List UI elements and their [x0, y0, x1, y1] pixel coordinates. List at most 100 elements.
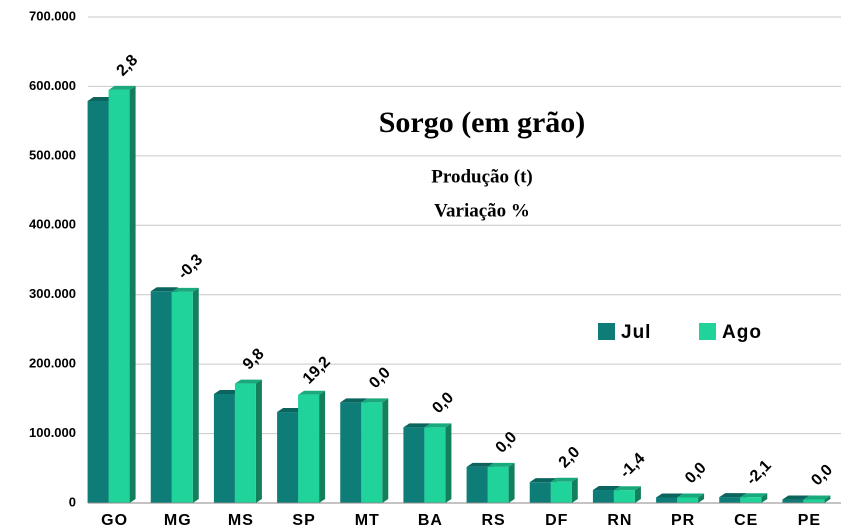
value-label: 0,0: [808, 461, 836, 489]
bar-face: [277, 412, 299, 503]
bar: [108, 85, 136, 504]
x-tick-label: CE: [734, 512, 758, 529]
bar-face: [782, 499, 804, 503]
bar-face: [592, 490, 614, 503]
value-label: -0,3: [175, 251, 207, 283]
value-label: -2,1: [743, 457, 775, 489]
y-tick-label: 400.000: [29, 217, 76, 232]
value-label: 0,0: [429, 389, 457, 417]
bar-face: [424, 427, 446, 503]
bar-face: [213, 393, 235, 503]
bar-face: [508, 462, 515, 503]
y-tick-label: 500.000: [29, 147, 76, 162]
bar-face: [403, 427, 425, 503]
y-tick-label: 100.000: [29, 425, 76, 440]
bar-face: [277, 408, 305, 413]
bar-face: [361, 402, 383, 503]
bar-face: [361, 398, 389, 403]
x-tick-label: PE: [798, 512, 821, 529]
bar-face: [571, 477, 578, 503]
x-tick-label: RN: [607, 512, 632, 529]
bar-face: [677, 497, 699, 503]
chart-subtitle: Variação %: [434, 200, 530, 221]
bar-face: [382, 398, 389, 503]
bar-face: [87, 97, 115, 102]
bar-face: [319, 390, 326, 503]
bar-face: [466, 462, 494, 467]
bar-face: [487, 466, 509, 503]
bar-face: [192, 287, 199, 503]
bar-face: [529, 482, 551, 503]
x-tick-label: GO: [101, 512, 128, 529]
bar-face: [677, 493, 705, 498]
bar-face: [740, 493, 768, 498]
value-label: 0,0: [682, 459, 710, 487]
legend-label: Jul: [621, 322, 651, 343]
bar: [234, 379, 262, 503]
bar-face: [255, 379, 262, 503]
y-tick-label: 300.000: [29, 286, 76, 301]
x-tick-label: DF: [545, 512, 568, 529]
bar-face: [424, 423, 452, 428]
bar: [677, 493, 705, 503]
bar-face: [445, 423, 452, 503]
bar-face: [340, 402, 362, 503]
bar-face: [108, 85, 136, 90]
bar-face: [171, 291, 193, 503]
bar-face: [719, 493, 747, 498]
bar-face: [824, 495, 831, 503]
bar-face: [550, 477, 578, 482]
value-label: -1,4: [617, 450, 649, 482]
value-label: 2,8: [114, 52, 142, 80]
bar: [487, 462, 515, 503]
legend-label: Ago: [722, 322, 762, 343]
bar: [550, 477, 578, 503]
y-tick-label: 600.000: [29, 78, 76, 93]
value-label: 2,0: [556, 444, 584, 472]
value-label: 9,8: [240, 345, 268, 373]
value-label: 0,0: [493, 429, 521, 457]
bar-face: [740, 497, 762, 503]
bar-face: [613, 490, 635, 503]
bar-face: [150, 291, 172, 503]
bar-face: [108, 89, 130, 504]
bar-face: [698, 493, 705, 503]
bar-face: [529, 478, 557, 483]
bar-face: [171, 287, 199, 292]
x-tick-label: MG: [164, 512, 192, 529]
chart-title: Sorgo (em grão): [379, 106, 586, 139]
bar: [361, 398, 389, 503]
bar-face: [129, 85, 136, 504]
bar-face: [234, 379, 262, 384]
value-label: 19,2: [300, 353, 334, 387]
bar: [613, 486, 641, 503]
legend-swatch: [598, 323, 615, 340]
bar: [803, 495, 831, 503]
bar-face: [761, 493, 768, 503]
bar-face: [656, 493, 684, 498]
bar-face: [803, 495, 831, 500]
legend-swatch: [699, 323, 716, 340]
bar-face: [613, 486, 641, 491]
y-tick-label: 0: [69, 494, 76, 509]
bar-face: [782, 495, 810, 500]
y-tick-label: 200.000: [29, 356, 76, 371]
bar-face: [550, 481, 572, 503]
bar: [298, 390, 326, 503]
x-tick-label: RS: [481, 512, 505, 529]
bar-face: [234, 383, 256, 503]
bar: [740, 493, 768, 503]
x-tick-label: BA: [418, 512, 443, 529]
bar-face: [656, 497, 678, 503]
bar-face: [403, 423, 431, 428]
x-tick-label: MS: [228, 512, 254, 529]
bar-face: [803, 499, 825, 503]
bar-face: [340, 398, 368, 403]
x-tick-label: SP: [292, 512, 315, 529]
bar-face: [592, 486, 620, 491]
bar-face: [719, 497, 741, 503]
bar-face: [634, 486, 641, 503]
value-label: 0,0: [366, 364, 394, 392]
chart-subtitle: Produção (t): [431, 166, 533, 187]
